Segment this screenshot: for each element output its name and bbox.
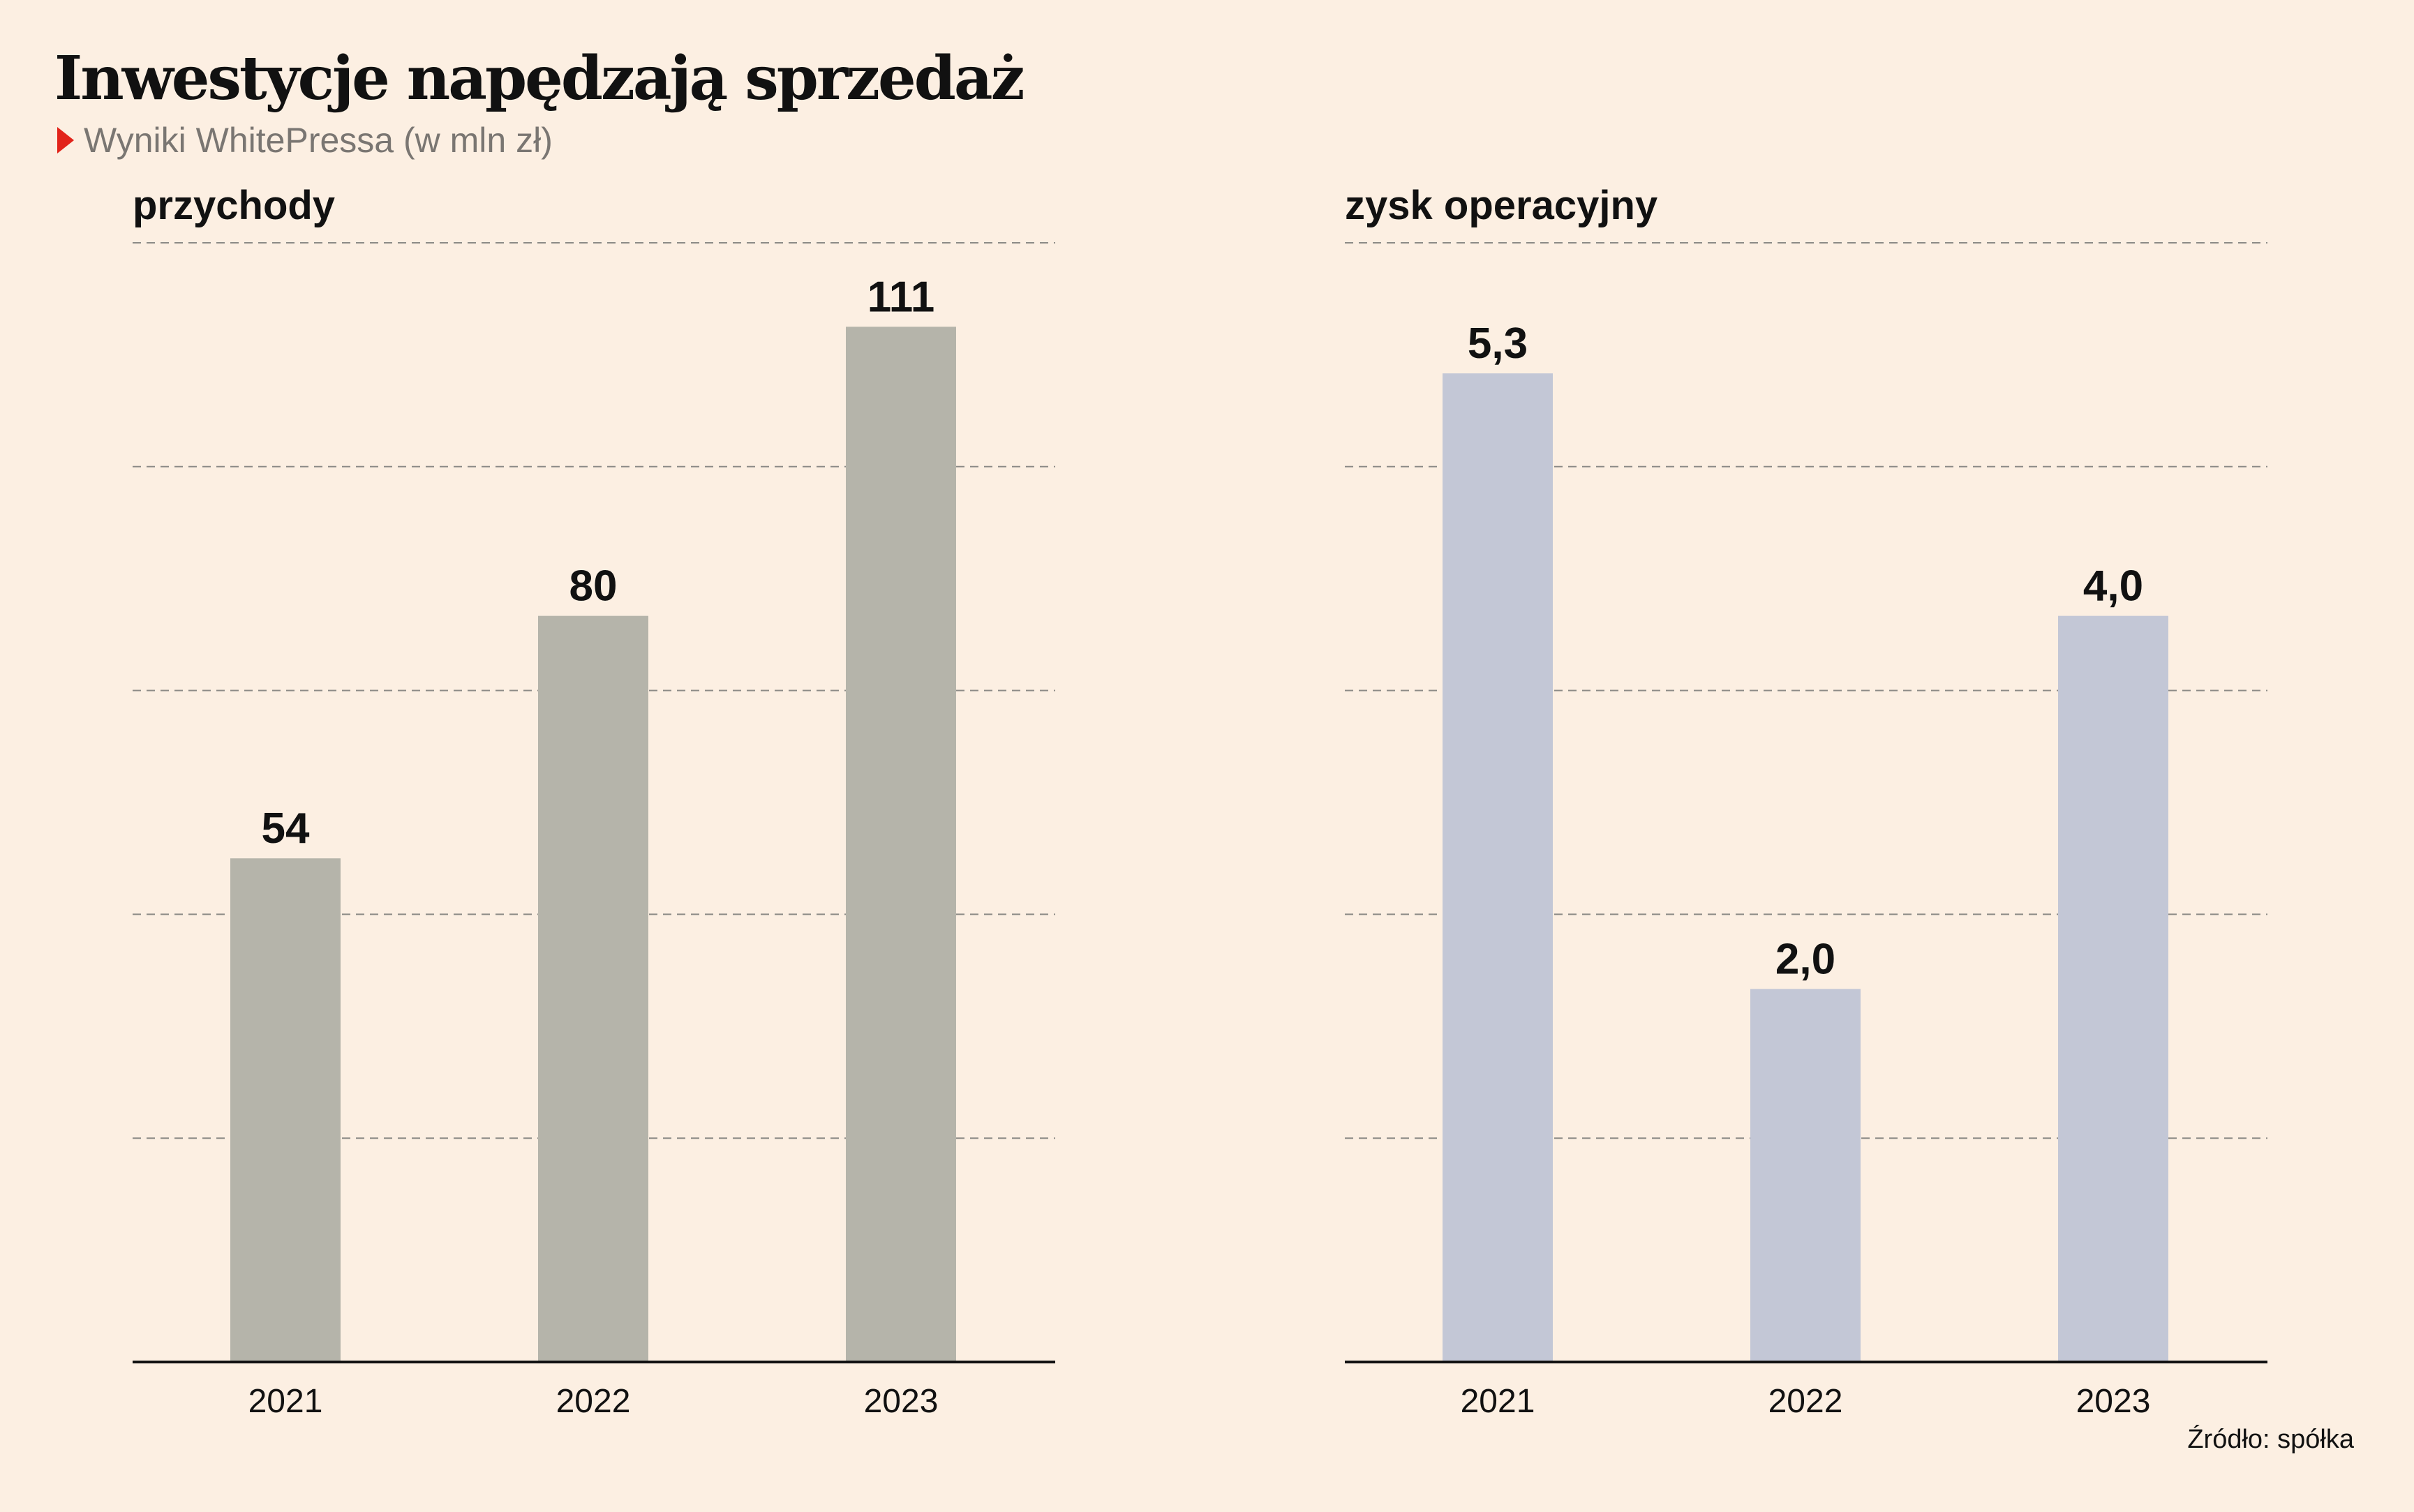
tick-label-profit-2022: 2022 [1768,1383,1843,1420]
tick-label-profit-2023: 2023 [2076,1383,2151,1420]
triangle-marker-icon [57,127,74,154]
tick-label-revenue-2023: 2023 [864,1383,939,1420]
chart-subtitle: Wyniki WhitePressa (w mln zł) [57,123,553,158]
subtitle-text: Wyniki WhitePressa (w mln zł) [84,121,553,160]
value-label-revenue-2022: 80 [569,562,618,611]
bar-revenue-2023 [846,327,956,1362]
source-note: Źródło: spółka [2187,1425,2354,1454]
value-label-revenue-2021: 54 [262,804,310,853]
value-label-profit-2023: 4,0 [2083,562,2143,611]
value-label-revenue-2023: 111 [867,273,935,321]
panel-title-revenue: przychody [133,183,336,228]
bar-revenue-2022 [538,615,648,1362]
bar-profit-2023 [2058,615,2168,1362]
panel-title-operating-profit: zysk operacyjny [1345,183,1658,228]
tick-label-revenue-2022: 2022 [556,1383,631,1420]
bar-revenue-2021 [230,858,341,1362]
value-label-profit-2021: 5,3 [1468,320,1528,368]
bar-profit-2021 [1443,373,1553,1363]
chart-title: Inwestycje napędzają sprzedaż [54,43,1025,114]
bar-profit-2022 [1750,989,1861,1362]
tick-label-revenue-2021: 2021 [248,1383,323,1420]
tick-label-profit-2021: 2021 [1461,1383,1535,1420]
value-label-profit-2022: 2,0 [1775,935,1835,983]
